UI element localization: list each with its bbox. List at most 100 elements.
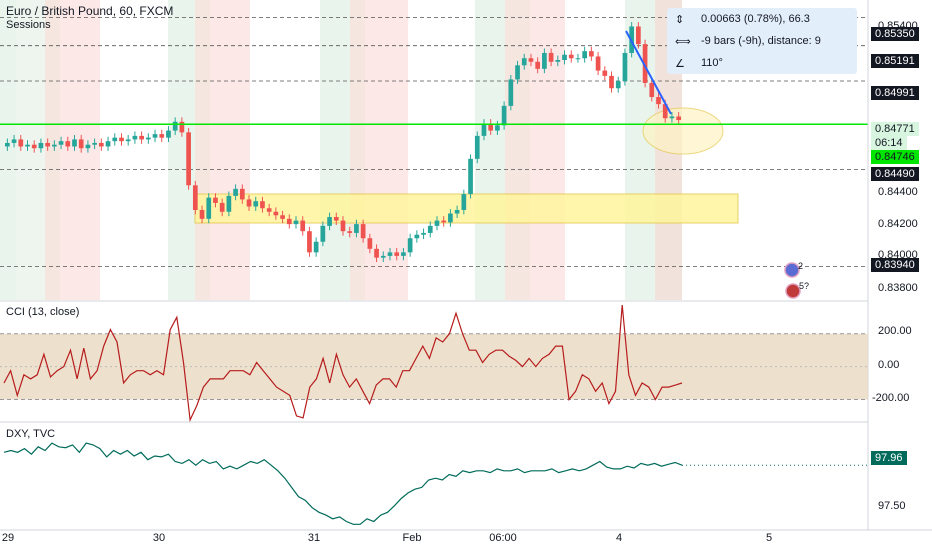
candle-body (427, 225, 433, 233)
sessions-indicator-label[interactable]: Sessions (6, 19, 51, 31)
candle-body (441, 220, 447, 223)
candle-body (280, 215, 285, 219)
candle-body (642, 44, 648, 83)
candle-body (636, 26, 641, 45)
cci-series-line (3, 304, 683, 423)
candle-body (206, 197, 212, 219)
measure-price-change: 0.00663 (0.78%), 66.3 (701, 13, 810, 25)
candle-body (669, 116, 675, 119)
session-band (320, 0, 350, 300)
level-label: 0.84991 (871, 86, 919, 100)
candle-body (521, 58, 527, 66)
highlight-zone (194, 193, 739, 224)
price-tick: 0.84400 (878, 186, 918, 198)
candle-body (152, 134, 158, 138)
event-badge-count: 5? (799, 281, 810, 291)
candle-body (508, 79, 514, 106)
candle-body (360, 224, 366, 239)
event-flag-uk (785, 283, 801, 299)
highlight-ellipse (642, 107, 724, 155)
session-band (0, 0, 16, 300)
candle-body (25, 144, 30, 147)
candle-body (481, 123, 487, 136)
candle-body (448, 213, 453, 223)
candle-body (266, 208, 272, 212)
candle-body (347, 231, 353, 233)
candle-body (387, 252, 393, 256)
candle-body (656, 97, 661, 105)
candle-body (219, 202, 225, 212)
candle-body (454, 210, 460, 214)
candle-body (31, 144, 37, 149)
candle-body (394, 252, 400, 256)
candle-body (132, 135, 138, 140)
time-label: Feb (402, 532, 422, 544)
candle-body (253, 201, 259, 207)
candle-body (105, 141, 111, 147)
candle-body (320, 225, 326, 242)
candle-body (568, 54, 574, 59)
symbol-title[interactable]: Euro / British Pound, 60, FXCM (6, 4, 174, 18)
candle-body (186, 132, 191, 186)
candle-body (676, 116, 681, 120)
candle-body (307, 231, 312, 253)
candle-body (622, 52, 628, 82)
candle-body (192, 185, 198, 210)
candle-body (461, 194, 467, 210)
candle-body (575, 58, 581, 60)
candle-body (589, 51, 594, 57)
candle-body (535, 61, 541, 69)
candle-body (407, 238, 413, 253)
session-band (365, 0, 408, 300)
candle-body (45, 142, 50, 147)
candle-body (286, 218, 292, 225)
time-label: 5 (765, 532, 773, 544)
dxy-indicator-label[interactable]: DXY, TVC (6, 428, 56, 440)
candle-body (380, 255, 386, 258)
candle-body (85, 144, 91, 149)
angle-icon: ∠ (675, 57, 685, 70)
candle-body (233, 188, 238, 196)
session-band (60, 0, 100, 300)
candle-body (72, 139, 77, 147)
candle-body (139, 135, 144, 140)
candle-body (18, 139, 24, 147)
candle-body (5, 142, 10, 147)
candle-body (179, 121, 185, 133)
session-band (505, 0, 530, 300)
dxy-series-line (3, 442, 683, 525)
cci-tick: 200.00 (878, 325, 912, 337)
dxy-pane (3, 442, 868, 525)
candle-body (609, 75, 614, 89)
cci-pane (0, 304, 868, 423)
candle-body (273, 211, 279, 216)
bar-range-icon: ⟺ (675, 35, 691, 48)
cci-indicator-label[interactable]: CCI (13, close) (6, 306, 80, 318)
candle-body (374, 248, 379, 258)
session-band (210, 0, 250, 300)
candle-body (354, 224, 359, 233)
time-label: 30 (152, 532, 166, 544)
event-flag-eu (784, 262, 800, 278)
candle-body (78, 139, 84, 149)
candle-body (367, 238, 373, 249)
candle-body (38, 142, 44, 149)
session-band (530, 0, 565, 300)
cci-tick: 0.00 (878, 359, 900, 371)
measure-bars: -9 bars (-9h), distance: 9 (701, 35, 821, 47)
candle-body (662, 104, 668, 119)
candle-body (495, 125, 500, 131)
level-label: 0.83940 (871, 258, 919, 272)
time-label: 29 (1, 532, 15, 544)
candle-body (421, 232, 426, 235)
price-tick: 0.83800 (878, 282, 918, 294)
candle-body (615, 81, 621, 89)
countdown-label: 06:14 (871, 136, 907, 150)
candle-body (542, 52, 547, 69)
candle-body (199, 210, 205, 219)
candle-body (488, 123, 494, 131)
candle-body (172, 121, 178, 131)
candle-body (555, 60, 561, 62)
candle-body (246, 199, 252, 207)
